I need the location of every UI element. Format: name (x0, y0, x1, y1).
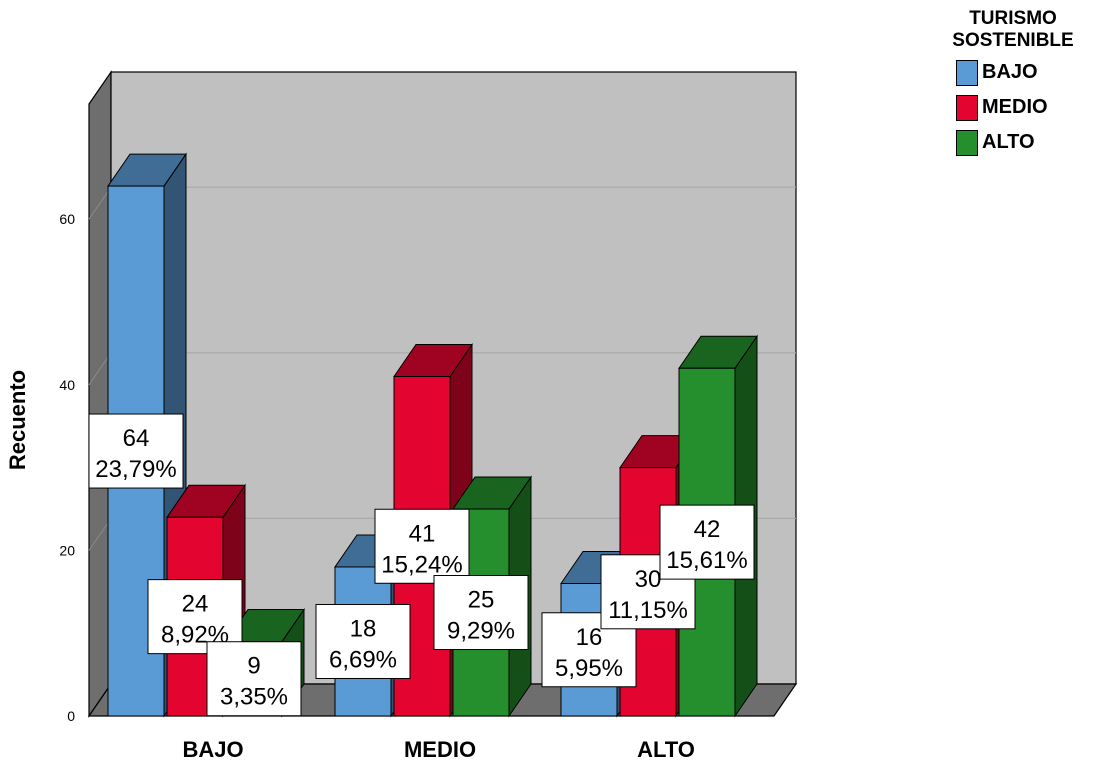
legend-item-medio: MEDIO (956, 93, 1098, 122)
data-label-percent: 15,24% (381, 551, 462, 578)
gridline-side (88, 186, 112, 220)
data-label-alto-alto: 42 15,61% (659, 504, 755, 580)
data-label-count: 30 (635, 566, 662, 593)
legend-label-medio: MEDIO (982, 96, 1048, 118)
data-label-box (315, 603, 411, 679)
legend-item-alto: ALTO (956, 128, 1098, 157)
data-label-box (206, 641, 302, 717)
data-label-percent: 5,95% (555, 655, 623, 682)
data-label-box (433, 575, 529, 650)
data-label-percent: 15,61% (666, 547, 747, 574)
data-label-count: 25 (468, 587, 495, 614)
y-tick-label: 40 (59, 377, 75, 393)
y-axis-label: Recuento (5, 369, 30, 471)
x-tick-label: BAJO (182, 737, 243, 762)
data-label-bajo-alto: 9 3,35% (206, 641, 302, 717)
legend-swatch-medio (956, 94, 978, 121)
data-label-count: 9 (247, 653, 260, 680)
legend-label-bajo: BAJO (982, 61, 1038, 83)
x-tick-label: ALTO (637, 737, 695, 762)
y-tick-label: 20 (59, 542, 75, 558)
gridline-side (88, 352, 112, 386)
data-label-box (659, 504, 755, 580)
data-label-medio-bajo: 18 6,69% (315, 603, 411, 679)
x-tick-label: MEDIO (404, 737, 476, 762)
data-label-percent: 6,69% (329, 646, 397, 673)
data-label-count: 18 (350, 615, 377, 642)
legend-item-bajo: BAJO (956, 58, 1098, 87)
legend-swatch-bajo (956, 59, 978, 86)
data-label-box (374, 508, 470, 584)
data-label-percent: 9,29% (447, 618, 515, 645)
data-label-bajo-medio: 248,92% (147, 579, 243, 655)
data-label-count: 16 (576, 624, 603, 651)
y-tick-label: 0 (67, 708, 75, 724)
data-label-count: 42 (694, 516, 721, 543)
data-label-medio-alto: 25 9,29% (433, 575, 529, 650)
data-label-box (88, 413, 184, 489)
data-label-percent: 3,35% (220, 684, 288, 711)
data-label-percent: 23,79% (95, 456, 176, 483)
legend-label-alto: ALTO (982, 131, 1035, 153)
data-label-count: 64 (123, 425, 150, 452)
data-label-count: 41 (409, 520, 436, 547)
legend-swatch-alto (956, 129, 978, 156)
data-label-percent: 11,15% (608, 597, 688, 624)
data-label-medio-medio: 41 15,24% (374, 508, 470, 584)
data-label-bajo-bajo: 64 23,79% (88, 413, 184, 489)
data-label-count: 24 (182, 591, 209, 618)
gridline-side (88, 518, 112, 551)
y-tick-label: 60 (59, 211, 75, 227)
legend-title: TURISMO SOSTENIBLE (952, 8, 1074, 51)
legend: TURISMO SOSTENIBLE BAJO MEDIO ALTO (928, 8, 1098, 157)
